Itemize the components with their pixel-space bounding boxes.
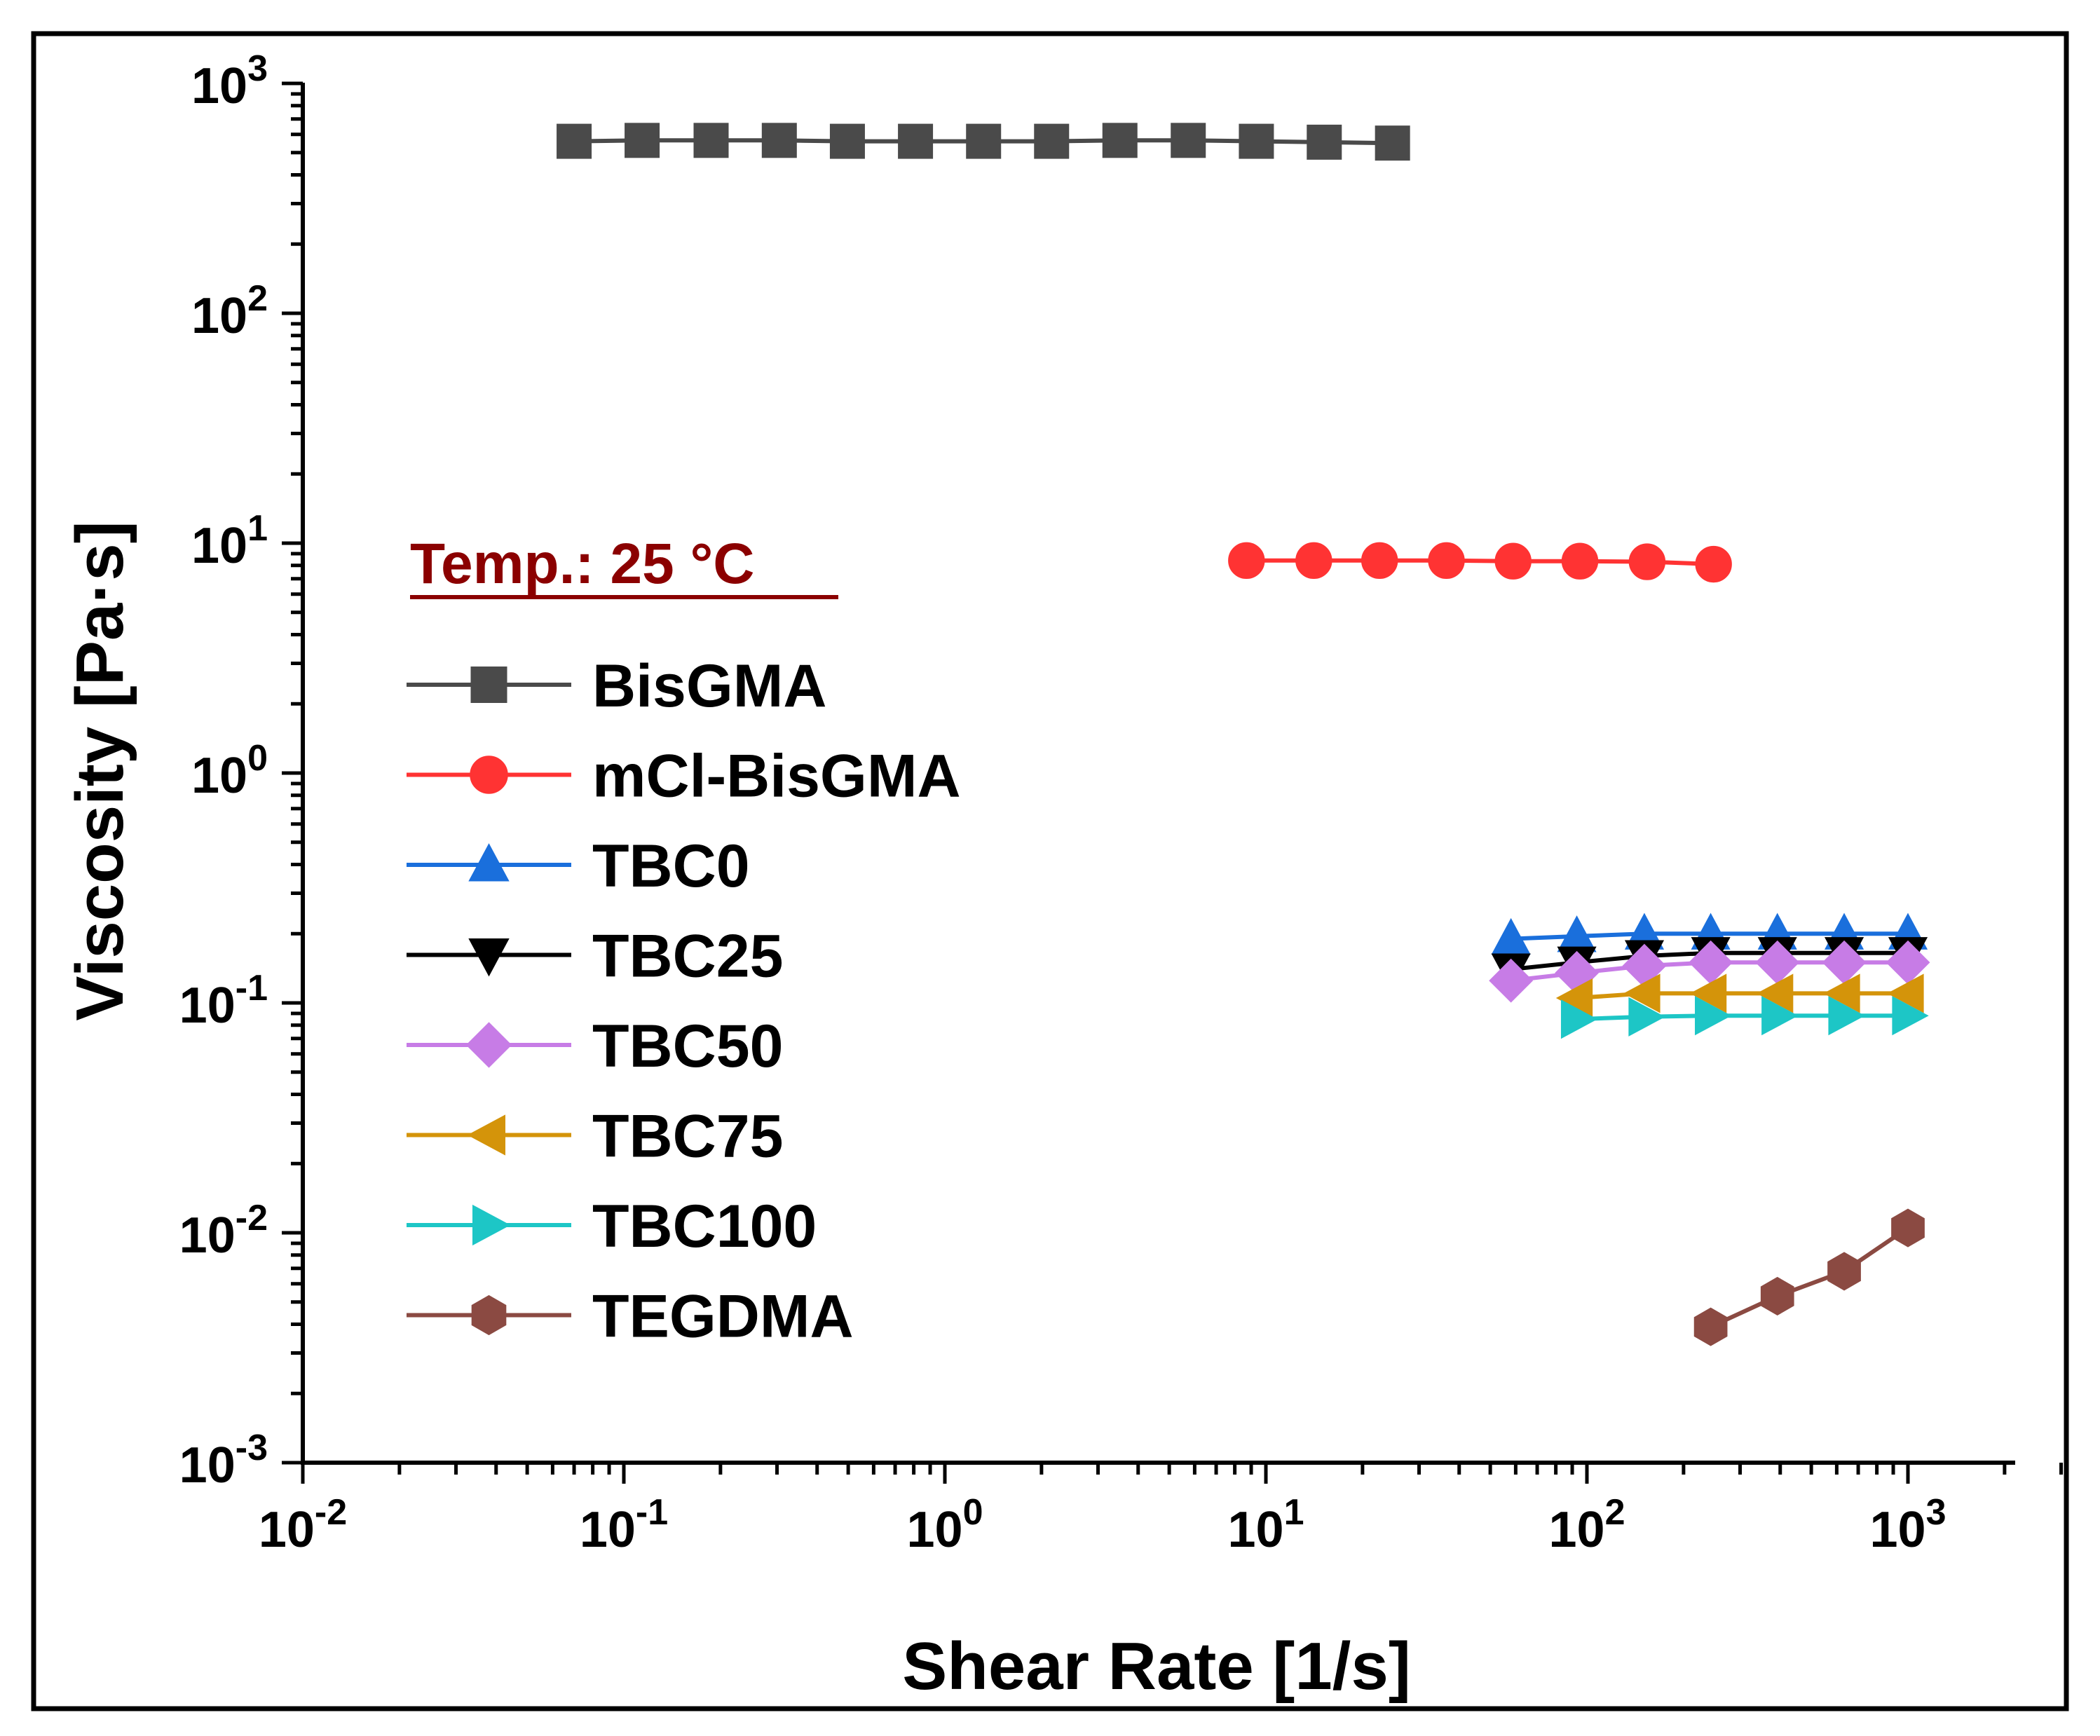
data-point-tbc100 [1628, 997, 1665, 1037]
data-point-bisgma [557, 123, 592, 159]
legend-item-tbc75: TBC75 [407, 1103, 783, 1170]
data-point-tbc100 [1695, 996, 1732, 1036]
data-point-mcl-bisgma [1695, 545, 1732, 583]
data-point-bisgma [1375, 125, 1410, 161]
data-point-mcl-bisgma [1428, 542, 1465, 580]
figure-frame [31, 31, 2069, 1711]
legend-label: BisGMA [592, 652, 826, 720]
legend-marker [468, 938, 510, 977]
y-tick-label: 10-3 [179, 1428, 268, 1494]
x-tick-labels: 10-2 10-1 100 101 102 103 [259, 1492, 1946, 1558]
legend-item-tegdma: TEGDMA [407, 1283, 854, 1351]
series-mcl-bisgma [1228, 542, 1732, 583]
data-point-tbc100 [1892, 996, 1929, 1036]
x-tick-label: 10-2 [259, 1492, 347, 1558]
y-tick-label: 10-1 [179, 968, 268, 1034]
x-tick-label: 101 [1227, 1492, 1304, 1558]
data-point-bisgma [693, 123, 729, 158]
series-tegdma [1693, 1208, 1925, 1346]
data-point-tbc75 [1887, 973, 1924, 1013]
x-tick-label: 102 [1548, 1492, 1625, 1558]
y-tick-label: 102 [191, 278, 268, 344]
legend-marker [472, 1204, 511, 1246]
data-point-bisgma [1102, 123, 1138, 158]
data-point-tbc75 [1689, 973, 1727, 1013]
data-series [557, 123, 1930, 1346]
x-tick-label: 100 [906, 1492, 983, 1558]
data-point-tegdma [1693, 1307, 1728, 1346]
data-point-mcl-bisgma [1228, 542, 1265, 580]
data-point-mcl-bisgma [1295, 542, 1332, 580]
data-point-tbc75 [1823, 973, 1860, 1013]
data-point-bisgma [625, 123, 660, 158]
legend-item-tbc0: TBC0 [407, 833, 750, 900]
legend-label: mCl-BisGMA [592, 743, 961, 810]
data-point-bisgma [1307, 124, 1342, 160]
series-tbc75 [1555, 973, 1924, 1018]
x-axis-title: Shear Rate [1/s] [902, 1629, 1411, 1704]
legend-label: TBC75 [592, 1103, 783, 1170]
legend-marker [467, 1114, 505, 1156]
data-point-tegdma [1827, 1252, 1861, 1291]
legend-label: TBC50 [592, 1013, 783, 1080]
data-point-mcl-bisgma [1494, 542, 1532, 580]
series-bisgma [557, 123, 1410, 161]
legend-item-mcl-bisgma: mCl-BisGMA [407, 743, 961, 810]
data-point-tbc75 [1623, 973, 1661, 1013]
y-axis-title: Viscosity [Pa·s] [62, 521, 137, 1020]
data-point-tbc100 [1560, 999, 1598, 1039]
data-point-bisgma [1034, 123, 1070, 159]
temperature-annotation: Temp.: 25 °C [410, 532, 838, 599]
legend-marker [468, 843, 510, 882]
legend-item-bisgma: BisGMA [407, 652, 826, 720]
legend-label: TEGDMA [592, 1283, 854, 1351]
x-tick-label: 103 [1869, 1492, 1946, 1558]
legend: BisGMA mCl-BisGMA TBC0 TBC25 TBC50 TBC75 TBC10… [407, 652, 961, 1351]
data-point-tbc100 [1761, 996, 1799, 1036]
y-tick-label: 10-2 [179, 1198, 268, 1264]
series-line-tegdma [1710, 1226, 1909, 1329]
data-point-tegdma [1760, 1276, 1794, 1315]
y-tick-labels: 10-3 10-2 10-1 100 101 102 103 [179, 48, 268, 1494]
legend-marker [471, 1294, 507, 1336]
x-tick-label: 10-1 [580, 1492, 668, 1558]
series-tbc50 [1489, 940, 1930, 1003]
data-point-bisgma [829, 123, 865, 159]
y-tick-label: 103 [191, 48, 268, 114]
data-point-tbc100 [1828, 996, 1865, 1036]
data-point-bisgma [761, 123, 797, 158]
temperature-label: Temp.: 25 °C [410, 532, 754, 596]
data-point-mcl-bisgma [1628, 543, 1666, 580]
data-point-bisgma [1171, 123, 1206, 158]
y-tick-label: 101 [191, 508, 268, 574]
y-tick-label: 100 [191, 738, 268, 804]
data-point-mcl-bisgma [1361, 542, 1398, 580]
legend-item-tbc25: TBC25 [407, 923, 783, 990]
data-point-bisgma [966, 123, 1002, 159]
data-point-tegdma [1891, 1208, 1925, 1248]
legend-marker [465, 1022, 512, 1068]
data-point-tbc75 [1757, 973, 1794, 1013]
legend-label: TBC0 [592, 833, 750, 900]
data-point-tbc50 [1489, 958, 1534, 1003]
data-point-mcl-bisgma [1561, 542, 1599, 580]
legend-marker [470, 667, 507, 703]
legend-item-tbc50: TBC50 [407, 1013, 783, 1080]
legend-item-tbc100: TBC100 [407, 1193, 817, 1260]
data-point-bisgma [898, 123, 934, 159]
series-tbc100 [1560, 996, 1929, 1039]
data-point-bisgma [1239, 123, 1274, 159]
legend-label: TBC100 [592, 1193, 817, 1260]
legend-marker [470, 756, 508, 794]
legend-label: TBC25 [592, 923, 783, 990]
